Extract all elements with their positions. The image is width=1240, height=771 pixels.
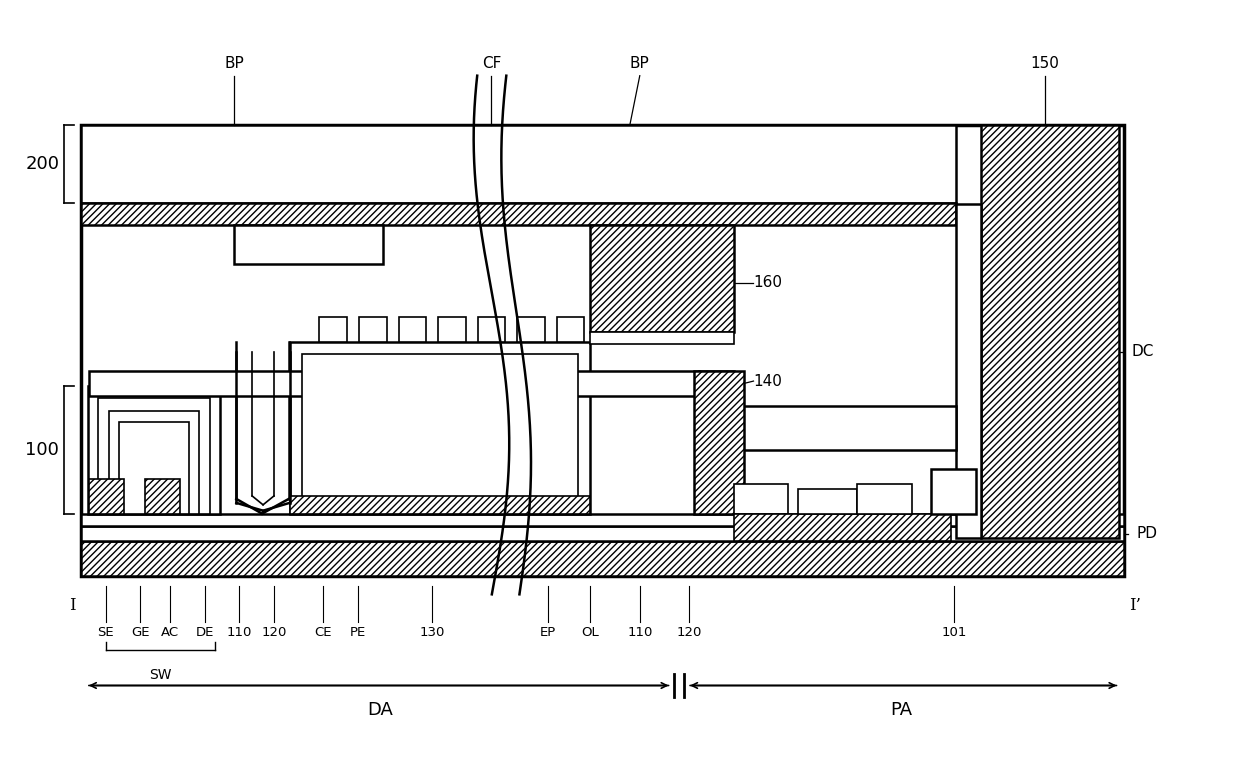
Bar [81,527,1125,541]
Bar [81,125,956,204]
Text: DA: DA [367,701,393,719]
Bar [734,513,951,541]
Bar [81,125,1125,577]
Bar [358,317,387,342]
Bar [694,372,744,513]
Text: 140: 140 [754,374,782,389]
Text: AC: AC [161,625,179,638]
Text: 100: 100 [26,441,60,459]
Text: DE: DE [196,625,213,638]
Text: CE: CE [315,625,332,638]
Bar [81,204,956,225]
Text: GE: GE [131,625,150,638]
Text: SE: SE [98,625,114,638]
Bar [98,398,210,513]
Text: 120: 120 [677,625,702,638]
Bar [81,513,1125,527]
Bar [290,496,590,513]
Bar [301,354,579,513]
Bar [590,225,734,332]
Bar [145,480,180,513]
Bar [89,372,734,396]
Text: BP: BP [224,56,244,71]
Text: 150: 150 [1030,56,1060,71]
Bar [234,225,383,264]
Bar [290,342,590,513]
Bar [857,484,911,513]
Bar [931,470,976,513]
Bar [590,332,734,344]
Text: PA: PA [890,701,913,719]
Bar [517,317,544,342]
Text: 120: 120 [262,625,286,638]
Text: EP: EP [539,625,556,638]
Bar [477,317,505,342]
Bar [734,484,789,513]
Bar [398,317,427,342]
Bar [699,406,956,449]
Bar [438,317,466,342]
Bar [320,317,347,342]
Bar [81,541,1125,577]
Text: PD: PD [1136,527,1157,541]
Text: I’: I’ [1130,598,1141,614]
Bar [799,489,857,513]
Text: SW: SW [149,668,171,682]
Bar [956,204,981,538]
Text: OL: OL [582,625,599,638]
Bar [557,317,584,342]
Text: 160: 160 [754,275,782,291]
Text: I: I [69,598,76,614]
Bar [109,410,198,513]
Text: PE: PE [350,625,366,638]
Bar [119,423,188,513]
Text: 110: 110 [227,625,252,638]
Text: 130: 130 [419,625,445,638]
Text: 200: 200 [25,155,60,173]
Text: CF: CF [482,56,501,71]
Text: DC: DC [1131,344,1153,359]
Text: 101: 101 [941,625,967,638]
Text: BP: BP [630,56,650,71]
Bar [88,386,219,513]
Bar [89,480,124,513]
Text: 110: 110 [627,625,652,638]
Bar [981,125,1120,538]
